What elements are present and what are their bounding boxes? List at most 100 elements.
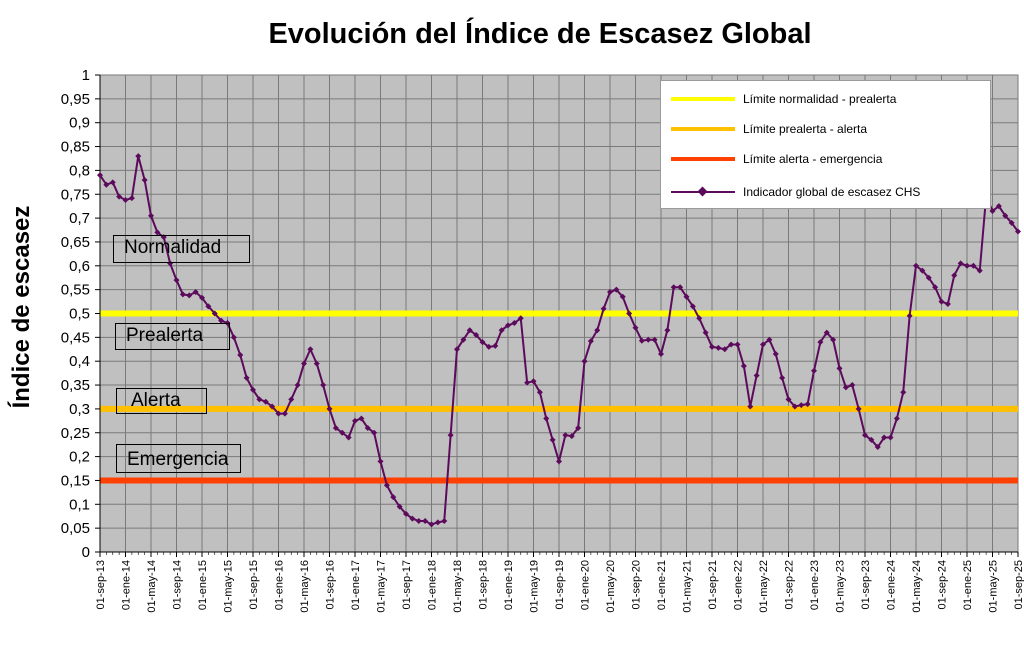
x-tick-label: 01-sep-16 — [325, 560, 337, 610]
data-point — [237, 351, 244, 358]
y-tick-label: 0,3 — [69, 401, 90, 418]
x-tick-label: 01-ene-18 — [427, 560, 439, 610]
x-tick-label: 01-may-15 — [223, 560, 235, 613]
data-point — [352, 417, 358, 424]
data-point — [638, 337, 645, 344]
data-point — [798, 402, 805, 409]
data-point — [1015, 228, 1021, 235]
data-point — [339, 429, 346, 436]
x-tick-label: 01-ene-19 — [503, 560, 515, 610]
legend-item-indicador: Indicador global de escasez CHS — [671, 182, 920, 202]
diamond-marker-icon — [697, 186, 708, 197]
data-point — [670, 284, 677, 291]
x-tick-label: 01-ene-15 — [197, 560, 209, 610]
x-tick-label: 01-ene-25 — [962, 560, 974, 610]
data-point — [485, 343, 492, 350]
data-point — [326, 405, 333, 412]
data-point — [186, 292, 193, 299]
data-point — [791, 403, 798, 410]
data-point — [479, 339, 486, 346]
data-point — [683, 293, 690, 300]
data-point — [600, 305, 607, 312]
data-point — [715, 344, 722, 351]
data-point — [524, 379, 531, 386]
data-point — [664, 327, 671, 334]
data-point — [709, 343, 715, 350]
data-point — [192, 289, 199, 296]
series-group — [97, 153, 1021, 528]
data-point — [823, 329, 830, 336]
data-point — [913, 262, 919, 269]
y-tick-label: 0,05 — [61, 520, 90, 537]
data-point — [658, 351, 664, 358]
x-tick-label: 01-sep-17 — [401, 560, 413, 610]
y-tick-label: 0,15 — [61, 472, 90, 489]
data-point — [230, 334, 237, 341]
x-axis-ticks: 01-sep-13 01-ene-14 01-may-14 01-sep-14 01-e… — [95, 551, 1024, 613]
y-tick-label: 0,35 — [61, 377, 90, 394]
data-point — [364, 424, 371, 431]
data-point — [944, 300, 951, 307]
data-point — [301, 360, 307, 367]
y-tick-label: 0,9 — [69, 115, 90, 132]
data-point — [269, 403, 276, 410]
data-point — [995, 203, 1002, 210]
legend-swatch-orange — [671, 119, 735, 139]
data-point — [651, 336, 658, 343]
x-tick-label: 01-may-21 — [682, 560, 694, 613]
zone-normalidad-text: Normalidad — [124, 237, 222, 258]
data-point — [218, 317, 225, 324]
data-point — [428, 521, 435, 528]
x-tick-label: 01-may-24 — [911, 560, 923, 613]
data-point — [556, 458, 562, 465]
x-tick-label: 01-ene-14 — [121, 560, 133, 610]
data-point — [728, 341, 735, 348]
data-point — [390, 494, 397, 501]
data-point — [275, 410, 282, 417]
data-point — [116, 193, 123, 200]
data-point — [575, 424, 582, 431]
legend-swatch-red — [671, 149, 735, 169]
x-tick-label: 01-may-20 — [605, 560, 617, 613]
x-tick-label: 01-sep-13 — [95, 560, 107, 610]
x-tick-label: 01-sep-19 — [554, 560, 566, 610]
data-point — [721, 346, 728, 353]
data-point — [473, 331, 480, 338]
data-point — [1008, 219, 1015, 226]
data-point — [862, 432, 868, 439]
data-point — [345, 434, 352, 441]
y-tick-label: 0,2 — [69, 449, 90, 466]
data-point — [766, 336, 773, 343]
data-point — [256, 396, 263, 403]
x-tick-label: 01-sep-14 — [172, 560, 184, 610]
data-point — [779, 374, 786, 381]
data-point — [734, 341, 741, 348]
data-point — [498, 327, 505, 334]
data-point — [747, 403, 754, 410]
data-point — [141, 176, 148, 183]
legend-item-normalidad-prealerta: Límite normalidad - prealerta — [671, 89, 896, 109]
zone-label-alerta: Alerta — [116, 388, 207, 414]
data-point — [505, 322, 511, 329]
data-point — [811, 367, 817, 374]
y-tick-label: 0,5 — [69, 306, 90, 323]
x-tick-label: 01-sep-21 — [707, 560, 719, 610]
data-point — [619, 293, 626, 300]
x-tick-label: 01-ene-24 — [886, 560, 898, 610]
legend: Límite normalidad - prealerta Límite pre… — [660, 80, 991, 209]
data-point — [403, 510, 409, 517]
x-tick-label: 01-may-18 — [452, 560, 464, 613]
zone-label-prealerta: Prealerta — [115, 323, 230, 350]
data-point — [817, 339, 824, 346]
data-point — [460, 336, 467, 343]
data-point — [919, 267, 926, 274]
data-point — [466, 327, 473, 334]
data-point — [383, 482, 390, 489]
data-point — [415, 517, 422, 524]
data-point — [199, 294, 205, 301]
data-point — [543, 415, 550, 422]
x-tick-label: 01-may-19 — [529, 560, 541, 613]
y-tick-label: 0,6 — [69, 258, 90, 275]
y-tick-label: 0,65 — [61, 234, 90, 251]
legend-label: Indicador global de escasez CHS — [743, 185, 921, 199]
